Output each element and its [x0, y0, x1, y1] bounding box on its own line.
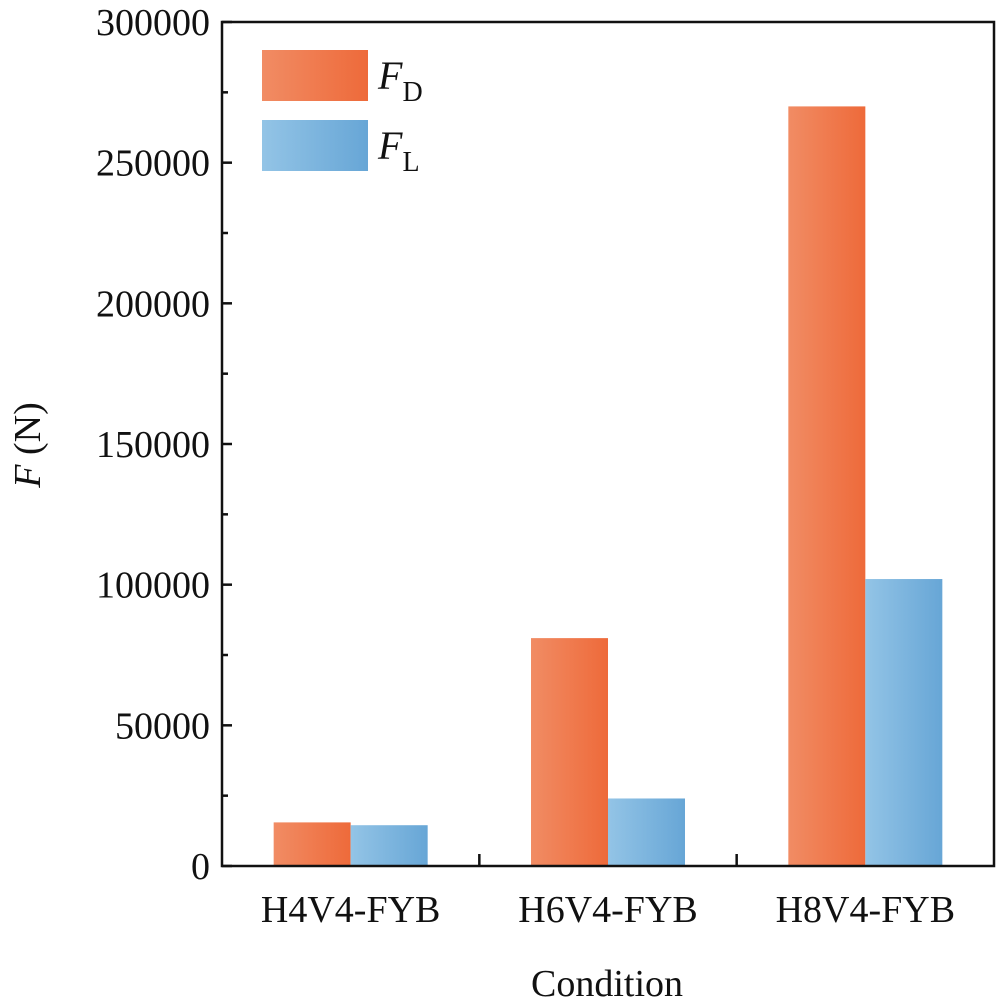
y-axis-title-unit: (N) [7, 402, 49, 464]
legend-label-fd: FD [377, 53, 423, 108]
bar-fl-h8v4-fyb [865, 579, 943, 866]
x-axis-title: Condition [531, 963, 683, 1004]
bar-fd-h6v4-fyb [531, 638, 608, 866]
x-tick-label: H8V4-FYB [776, 889, 955, 931]
y-tick-label: 200000 [96, 283, 210, 325]
y-tick-label: 0 [191, 846, 210, 888]
bar-fd-h4v4-fyb [273, 822, 351, 866]
y-axis-title-symbol: F [7, 464, 49, 489]
bars-group [273, 106, 943, 866]
y-tick-label: 150000 [96, 424, 210, 466]
legend-swatch-fd [262, 50, 368, 101]
bar-fl-h6v4-fyb [608, 798, 685, 866]
x-tick-label: H4V4-FYB [261, 889, 440, 931]
x-tick-label: H6V4-FYB [518, 889, 697, 931]
y-axis-title: F (N) [7, 402, 49, 488]
y-tick-label: 50000 [115, 705, 210, 747]
legend-label-fl: FL [377, 123, 420, 178]
legend-swatch-fl [262, 120, 368, 171]
y-tick-label: 100000 [96, 565, 210, 607]
y-tick-label: 250000 [96, 143, 210, 185]
y-axis: 0 50000 100000 150000 200000 250000 300000 [96, 2, 232, 888]
legend: FD FL [262, 50, 423, 178]
x-axis: H4V4-FYB H6V4-FYB H8V4-FYB [261, 854, 955, 931]
bar-fl-h4v4-fyb [350, 825, 428, 866]
y-tick-label: 300000 [96, 2, 210, 44]
bar-fd-h8v4-fyb [788, 106, 866, 866]
